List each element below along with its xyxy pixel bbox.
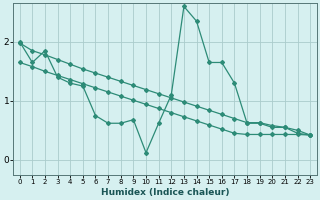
X-axis label: Humidex (Indice chaleur): Humidex (Indice chaleur) xyxy=(101,188,229,197)
